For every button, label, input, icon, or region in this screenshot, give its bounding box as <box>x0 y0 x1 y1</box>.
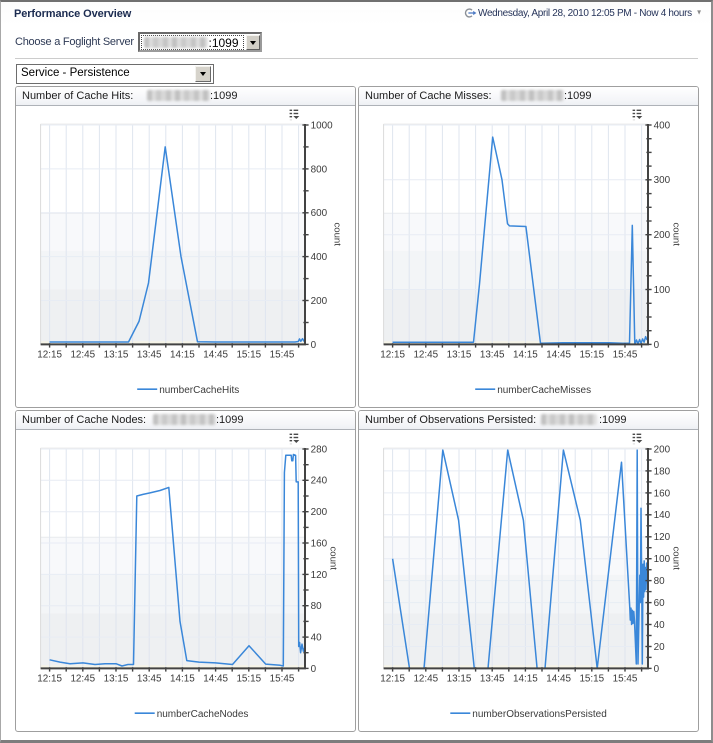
svg-text:80: 80 <box>654 576 665 587</box>
svg-text:12:45: 12:45 <box>70 350 95 361</box>
svg-text:numberCacheMisses: numberCacheMisses <box>497 385 591 396</box>
svg-text:200: 200 <box>311 296 328 307</box>
svg-text:15:15: 15:15 <box>579 350 604 361</box>
svg-text:120: 120 <box>311 570 328 581</box>
svg-text:15:45: 15:45 <box>613 674 638 685</box>
svg-text:14:15: 14:15 <box>513 350 538 361</box>
svg-text:numberCacheHits: numberCacheHits <box>159 385 239 396</box>
svg-text:12:45: 12:45 <box>70 674 95 685</box>
svg-text:13:45: 13:45 <box>480 674 505 685</box>
svg-text:12:15: 12:15 <box>37 674 62 685</box>
svg-text:200: 200 <box>311 507 328 518</box>
svg-text:count: count <box>328 546 339 570</box>
svg-text:15:15: 15:15 <box>579 674 604 685</box>
svg-text:100: 100 <box>654 554 671 565</box>
svg-text:14:15: 14:15 <box>170 350 195 361</box>
svg-text:15:15: 15:15 <box>236 674 261 685</box>
svg-text:14:45: 14:45 <box>546 350 571 361</box>
svg-text:13:15: 13:15 <box>447 674 472 685</box>
svg-text:count: count <box>332 222 343 246</box>
svg-text:numberObservationsPersisted: numberObservationsPersisted <box>472 709 607 720</box>
svg-text:12:45: 12:45 <box>413 674 438 685</box>
svg-text:160: 160 <box>654 488 671 499</box>
svg-text:13:45: 13:45 <box>137 350 162 361</box>
svg-text:140: 140 <box>654 510 671 521</box>
svg-text:200: 200 <box>654 444 671 455</box>
svg-text:0: 0 <box>654 664 660 675</box>
svg-text:400: 400 <box>311 252 328 263</box>
svg-text:280: 280 <box>311 444 328 455</box>
svg-text:240: 240 <box>311 476 328 487</box>
svg-text:60: 60 <box>654 598 665 609</box>
svg-text:0: 0 <box>311 340 317 351</box>
svg-text:13:15: 13:15 <box>104 674 129 685</box>
svg-text:15:45: 15:45 <box>270 350 295 361</box>
svg-text:count: count <box>671 546 682 570</box>
svg-text:15:45: 15:45 <box>270 674 295 685</box>
svg-text:14:45: 14:45 <box>203 674 228 685</box>
svg-text:14:45: 14:45 <box>203 350 228 361</box>
svg-text:numberCacheNodes: numberCacheNodes <box>157 709 249 720</box>
svg-text:15:15: 15:15 <box>236 350 261 361</box>
svg-text:0: 0 <box>654 340 660 351</box>
svg-text:14:45: 14:45 <box>546 674 571 685</box>
svg-text:1000: 1000 <box>311 120 333 131</box>
svg-text:20: 20 <box>654 642 665 653</box>
svg-text:12:45: 12:45 <box>413 350 438 361</box>
svg-text:12:15: 12:15 <box>380 350 405 361</box>
svg-text:200: 200 <box>654 230 671 241</box>
svg-text:800: 800 <box>311 164 328 175</box>
svg-text:180: 180 <box>654 466 671 477</box>
svg-text:100: 100 <box>654 285 671 296</box>
svg-text:80: 80 <box>311 601 322 612</box>
svg-text:14:15: 14:15 <box>170 674 195 685</box>
svg-text:300: 300 <box>654 175 671 186</box>
svg-text:160: 160 <box>311 538 328 549</box>
svg-text:0: 0 <box>311 664 317 675</box>
svg-text:13:45: 13:45 <box>137 674 162 685</box>
svg-text:40: 40 <box>311 633 322 644</box>
svg-text:400: 400 <box>654 120 671 131</box>
svg-text:count: count <box>671 222 682 246</box>
svg-text:12:15: 12:15 <box>37 350 62 361</box>
svg-text:15:45: 15:45 <box>613 350 638 361</box>
svg-text:13:45: 13:45 <box>480 350 505 361</box>
svg-text:13:15: 13:15 <box>104 350 129 361</box>
svg-text:14:15: 14:15 <box>513 674 538 685</box>
svg-text:120: 120 <box>654 532 671 543</box>
svg-text:13:15: 13:15 <box>447 350 472 361</box>
svg-text:600: 600 <box>311 208 328 219</box>
svg-text:12:15: 12:15 <box>380 674 405 685</box>
svg-text:40: 40 <box>654 620 665 631</box>
